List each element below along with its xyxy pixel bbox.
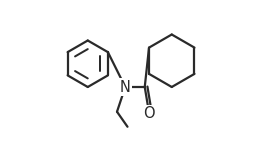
Text: O: O [143,106,155,122]
Text: N: N [120,80,131,94]
